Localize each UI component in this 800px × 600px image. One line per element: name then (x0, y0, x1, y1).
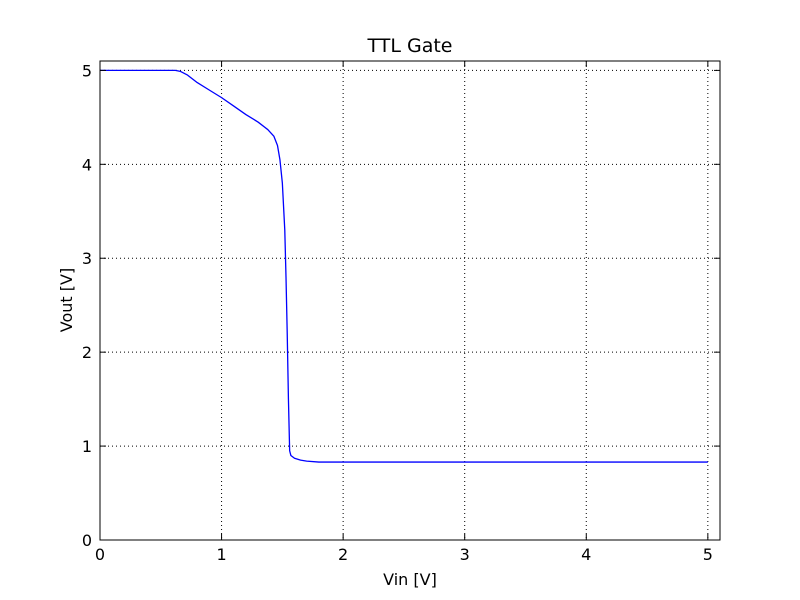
x-tick-label: 5 (703, 545, 713, 564)
y-tick-label: 5 (82, 61, 92, 80)
y-tick-label: 3 (82, 249, 92, 268)
y-tick-label: 4 (82, 155, 92, 174)
series-line (100, 69, 708, 463)
x-axis-label: Vin [V] (383, 570, 437, 589)
plot-frame (99, 60, 721, 541)
x-tick-label: 0 (95, 545, 105, 564)
y-tick-label: 0 (82, 531, 92, 550)
x-tick-label: 3 (460, 545, 470, 564)
grid (100, 61, 720, 540)
ticks: 0 1 2 3 4 5 0 1 2 3 4 5 (82, 61, 720, 564)
x-tick-label: 4 (581, 545, 591, 564)
y-axis-label: Vout [V] (57, 268, 76, 332)
x-tick-label: 1 (216, 545, 226, 564)
y-tick-label: 2 (82, 343, 92, 362)
series-layer (100, 69, 708, 463)
chart-title: TTL Gate (366, 35, 452, 57)
x-tick-label: 2 (338, 545, 348, 564)
y-tick-label: 1 (82, 437, 92, 456)
